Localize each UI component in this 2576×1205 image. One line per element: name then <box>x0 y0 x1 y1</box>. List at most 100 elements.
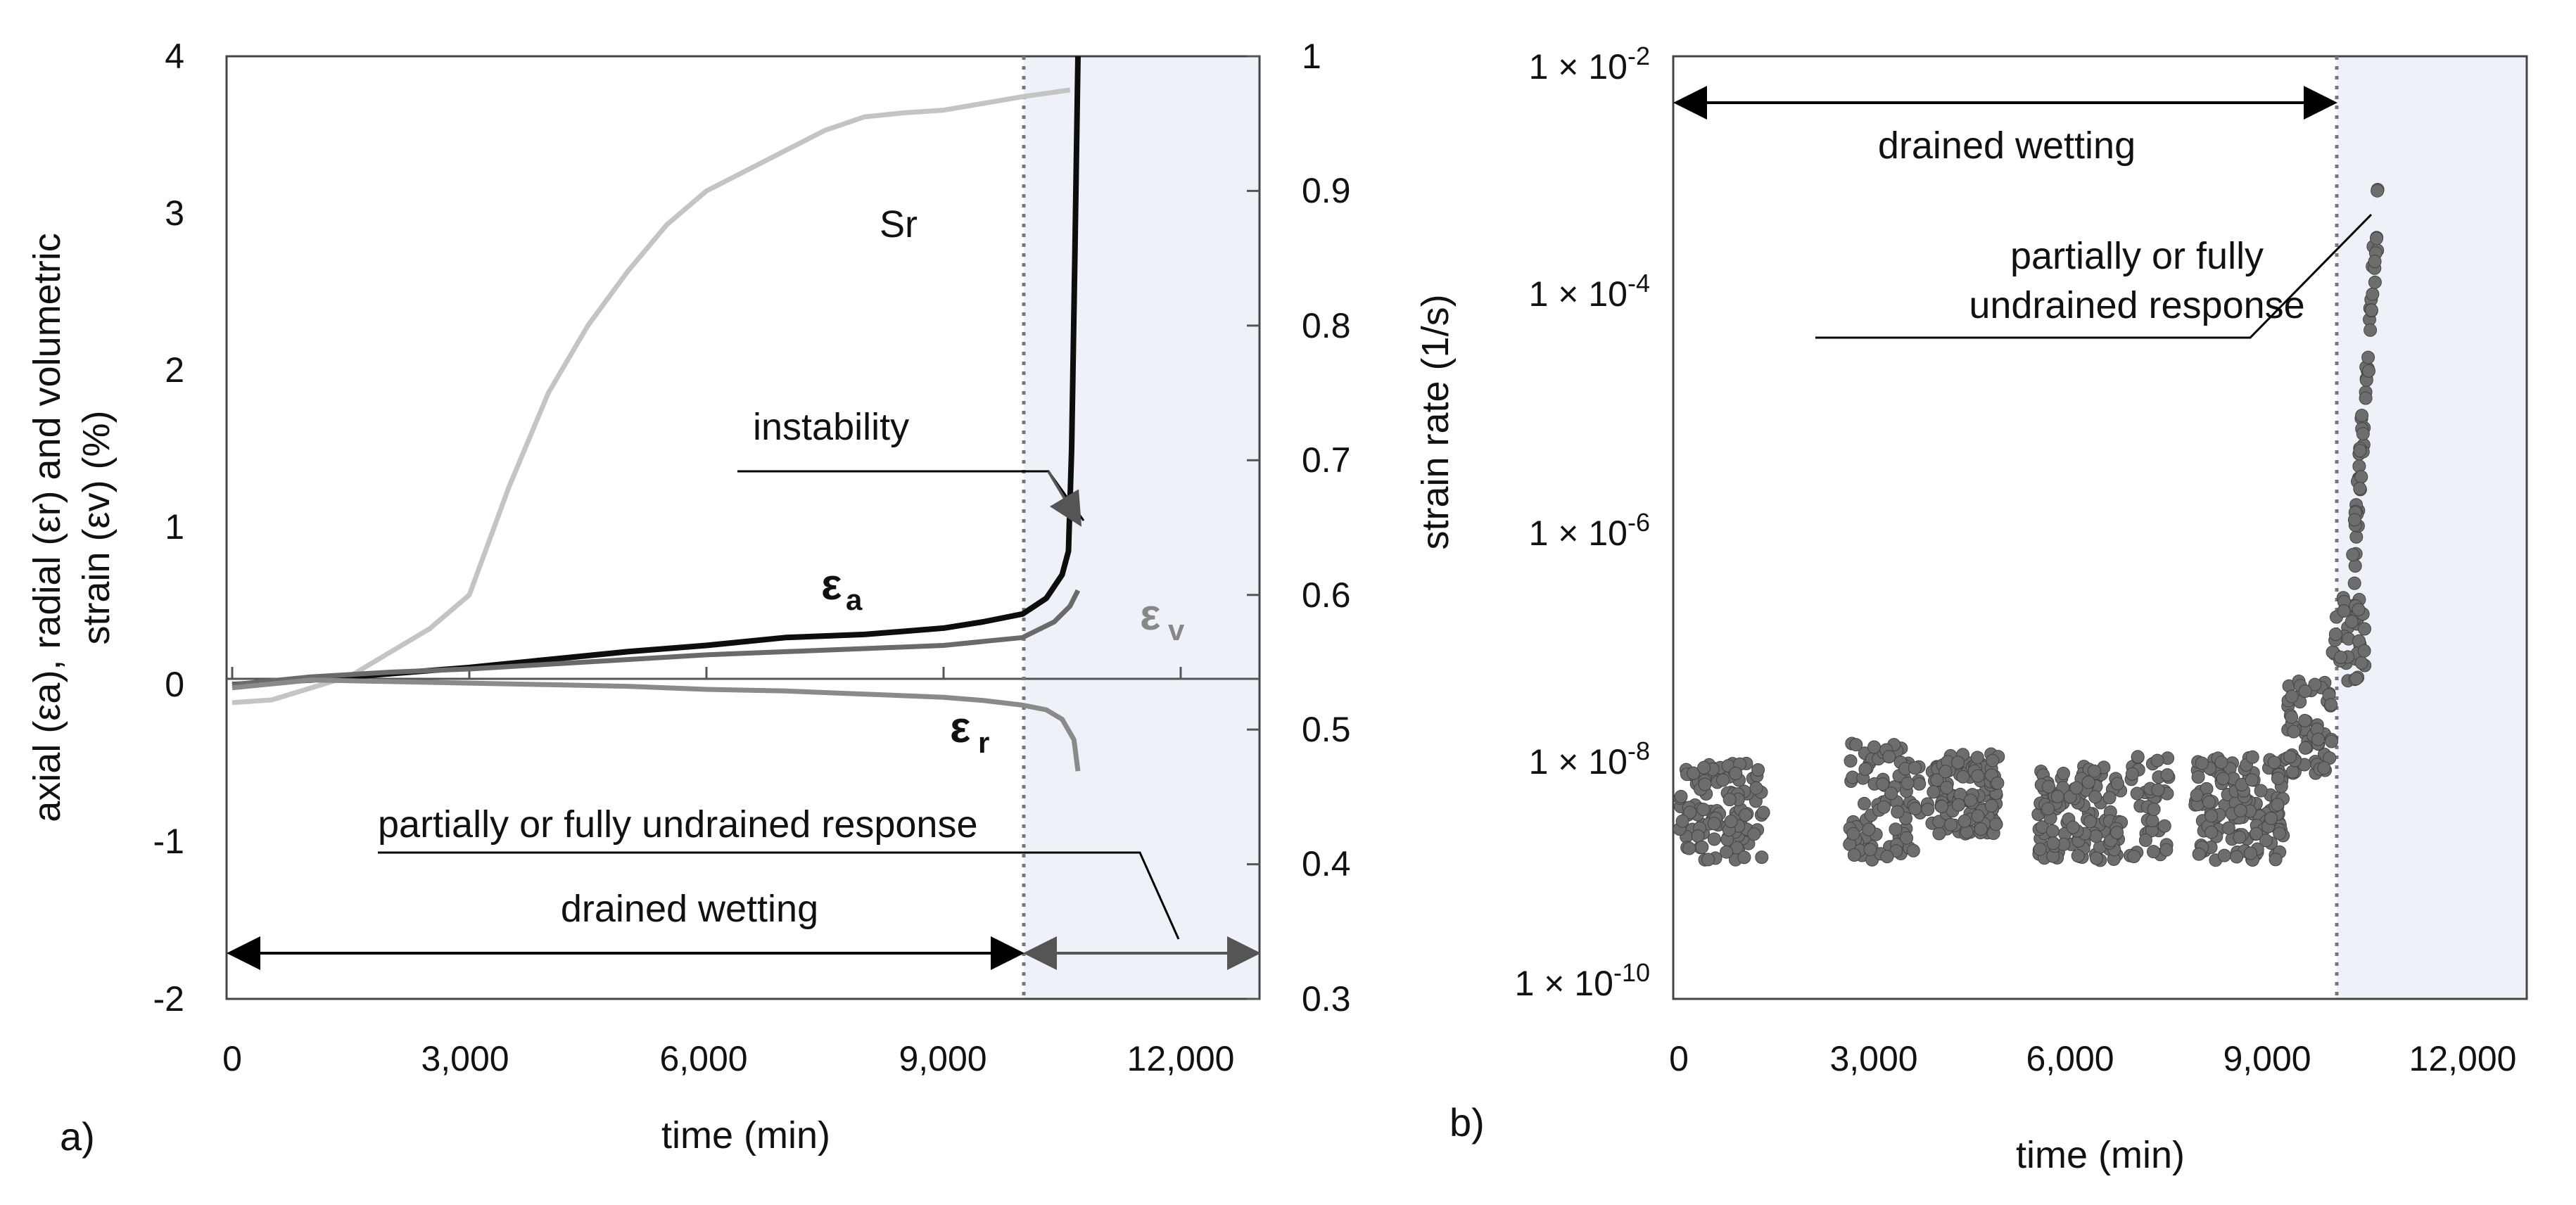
data-point <box>1900 831 1914 845</box>
panel-a-label: a) <box>60 1114 95 1159</box>
data-point <box>1901 777 1915 790</box>
panel-a-chart: -2 -1 0 1 2 3 4 0.3 0.4 0.5 0.6 0.7 0.8 … <box>26 37 1351 1159</box>
data-point <box>2347 513 2361 527</box>
data-point <box>2370 231 2383 246</box>
data-point <box>1707 832 1721 846</box>
b-xtick: 9,000 <box>2223 1039 2311 1078</box>
data-point <box>1722 793 1737 807</box>
b-xtick: 12,000 <box>2409 1039 2517 1078</box>
panel-a-plot-frame <box>225 55 1261 1000</box>
data-point <box>2217 848 2231 862</box>
data-point <box>2348 559 2362 573</box>
data-point <box>2233 803 2247 817</box>
a-ytick-right: 0.6 <box>1302 575 1351 615</box>
data-point <box>1858 796 1871 810</box>
data-point <box>2244 846 2257 860</box>
a-xtick: 6,000 <box>659 1039 747 1078</box>
panel-b-chart: 1 × 10-10 1 × 10-8 1 × 10-6 1 × 10-4 1 ×… <box>1414 42 2528 1176</box>
data-point <box>2271 772 2285 785</box>
data-point <box>2273 827 2287 841</box>
data-point <box>2269 853 2283 867</box>
data-point <box>2190 788 2204 802</box>
panel-a-y-axis-title: axial (εa), radial (εr) and volumetric s… <box>26 233 118 822</box>
undrained-leader <box>378 851 1180 940</box>
data-point <box>2151 783 2165 797</box>
data-point <box>2245 750 2259 764</box>
data-point <box>1984 798 1998 812</box>
panel-b-undrained-region <box>2337 56 2527 999</box>
data-point <box>2083 815 2097 829</box>
annotation-drained-wetting: drained wetting <box>561 888 818 930</box>
data-point <box>1952 798 1965 812</box>
data-point <box>1737 850 1751 865</box>
data-point <box>2050 789 2064 803</box>
label-epsilon-r-sub: r <box>978 726 989 759</box>
data-point <box>2264 811 2278 825</box>
data-point <box>2081 775 2095 789</box>
label-epsilon-a-sub: a <box>846 583 863 616</box>
data-point <box>2271 798 2285 812</box>
data-point <box>2221 821 2235 835</box>
b-xtick: 3,000 <box>1829 1039 1917 1078</box>
data-point <box>1844 754 1858 768</box>
data-point <box>1749 781 1763 795</box>
b-ytick: 1 × 10-2 <box>1529 42 1650 87</box>
panel-a-y-axis-title-line2: strain (εv) (%) <box>75 410 118 644</box>
data-point <box>1729 767 1743 780</box>
label-epsilon-v-symbol: ε <box>1140 591 1160 639</box>
data-point <box>2371 184 2385 198</box>
data-point <box>1863 843 1877 857</box>
data-point <box>1695 840 1709 854</box>
data-point <box>2110 777 2124 791</box>
data-point <box>2042 779 2055 793</box>
data-point <box>1747 827 1761 841</box>
annotation-drained-wetting-b: drained wetting <box>1878 125 2136 167</box>
a-ytick-right: 0.9 <box>1302 171 1351 210</box>
series-line-εv <box>231 589 1081 687</box>
b-ytick: 1 × 10-6 <box>1529 508 1650 553</box>
data-point <box>1884 786 1898 801</box>
annotation-instability: instability <box>753 406 909 448</box>
a-ytick-right: 0.4 <box>1302 844 1351 884</box>
data-point <box>2089 829 2103 843</box>
data-point <box>2125 767 2139 781</box>
data-point <box>2364 323 2378 337</box>
data-point <box>1927 785 1941 799</box>
data-point <box>2353 444 2367 458</box>
panel-a-right-tick-labels: 0.3 0.4 0.5 0.6 0.7 0.8 0.9 1 <box>1302 37 1351 1019</box>
data-point <box>2325 734 2339 748</box>
data-point <box>2033 842 2047 856</box>
data-point <box>1964 793 1977 808</box>
panel-b-y-tick-labels: 1 × 10-10 1 × 10-8 1 × 10-6 1 × 10-4 1 ×… <box>1515 42 1650 1003</box>
a-ytick-left: -1 <box>153 822 184 861</box>
panel-b-plot-frame <box>1672 55 2528 1000</box>
panel-b-x-tick-labels: 0 3,000 6,000 9,000 12,000 <box>1669 1039 2516 1078</box>
data-point <box>2345 615 2359 629</box>
data-point <box>1921 803 1935 817</box>
data-point <box>2230 850 2244 864</box>
data-point <box>2102 791 2117 805</box>
a-ytick-left: 4 <box>165 37 184 76</box>
label-epsilon-v: ε v <box>1140 591 1185 646</box>
undrained-leader-b <box>1815 213 2373 339</box>
panel-a-x-ticks <box>231 667 1182 679</box>
a-ytick-left: 1 <box>165 507 184 547</box>
a-xtick: 12,000 <box>1127 1039 1235 1078</box>
panel-a-series <box>231 56 1081 772</box>
data-point <box>2138 834 2152 847</box>
a-ytick-right: 0.5 <box>1302 710 1351 749</box>
data-point <box>1751 763 1765 777</box>
data-point <box>2130 786 2144 801</box>
data-point <box>1696 803 1711 817</box>
data-point <box>1882 750 1896 764</box>
data-point <box>2069 781 2083 795</box>
data-point <box>2354 470 2368 484</box>
data-point <box>2308 677 2322 691</box>
a-ytick-right: 0.7 <box>1302 440 1351 480</box>
label-epsilon-v-sub: v <box>1168 613 1185 646</box>
series-line-εa <box>231 56 1081 688</box>
data-point <box>2317 761 2331 775</box>
data-point <box>2088 790 2102 804</box>
data-point <box>1858 762 1872 776</box>
